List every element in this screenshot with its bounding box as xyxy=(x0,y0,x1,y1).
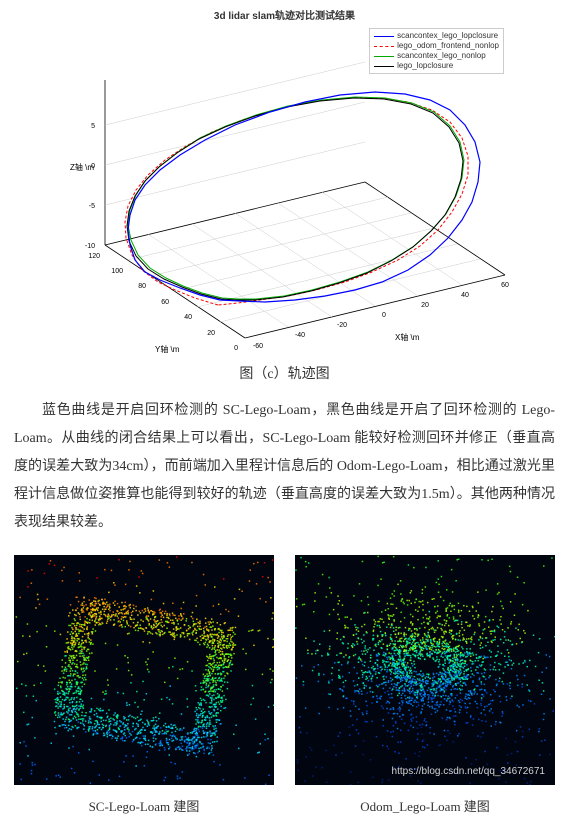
svg-text:60: 60 xyxy=(501,282,509,289)
svg-text:40: 40 xyxy=(461,292,469,299)
svg-text:100: 100 xyxy=(111,268,123,275)
traj-green xyxy=(128,97,464,299)
svg-text:120: 120 xyxy=(88,253,100,260)
svg-text:-40: -40 xyxy=(295,332,305,339)
traj-red xyxy=(125,98,468,305)
image-left-caption: SC-Lego-Loam 建图 xyxy=(14,795,274,818)
image-row: https://blog.csdn.net/qq_34672671 xyxy=(0,537,569,791)
image-left-cell xyxy=(14,555,274,785)
svg-text:-10: -10 xyxy=(85,243,95,250)
svg-text:0: 0 xyxy=(382,312,386,319)
svg-text:5: 5 xyxy=(91,123,95,130)
svg-text:80: 80 xyxy=(138,283,146,290)
svg-text:-5: -5 xyxy=(89,203,95,210)
chart-svg: -10 -5 0 5 120 100 80 60 40 20 0 -60 -40… xyxy=(0,20,569,360)
svg-text:-60: -60 xyxy=(253,343,263,350)
trajectory-chart: 3d lidar slam轨迹对比测试结果 scancontex_lego_lo… xyxy=(0,0,569,360)
svg-text:-20: -20 xyxy=(337,322,347,329)
svg-text:40: 40 xyxy=(184,314,192,321)
image-caption-row: SC-Lego-Loam 建图 Odom_Lego-Loam 建图 xyxy=(0,791,569,828)
y-axis-label: Y轴 \m xyxy=(155,344,180,354)
z-axis-label: Z轴 \m xyxy=(70,162,94,172)
x-axis-label: X轴 \m xyxy=(395,332,420,342)
pointcloud-left xyxy=(14,555,274,785)
paragraph-text: 蓝色曲线是开启回环检测的 SC-Lego-Loam，黑色曲线是开启了回环检测的 … xyxy=(14,397,555,537)
svg-text:0: 0 xyxy=(234,345,238,352)
pointcloud-right xyxy=(295,555,555,785)
svg-text:20: 20 xyxy=(421,302,429,309)
image-right-cell: https://blog.csdn.net/qq_34672671 xyxy=(295,555,555,785)
body-paragraph: 蓝色曲线是开启回环检测的 SC-Lego-Loam，黑色曲线是开启了回环检测的 … xyxy=(0,397,569,537)
chart-caption: 图（c）轨迹图 xyxy=(0,362,569,387)
svg-text:20: 20 xyxy=(207,330,215,337)
watermark: https://blog.csdn.net/qq_34672671 xyxy=(392,763,545,781)
svg-text:60: 60 xyxy=(161,299,169,306)
image-right-caption: Odom_Lego-Loam 建图 xyxy=(295,795,555,818)
